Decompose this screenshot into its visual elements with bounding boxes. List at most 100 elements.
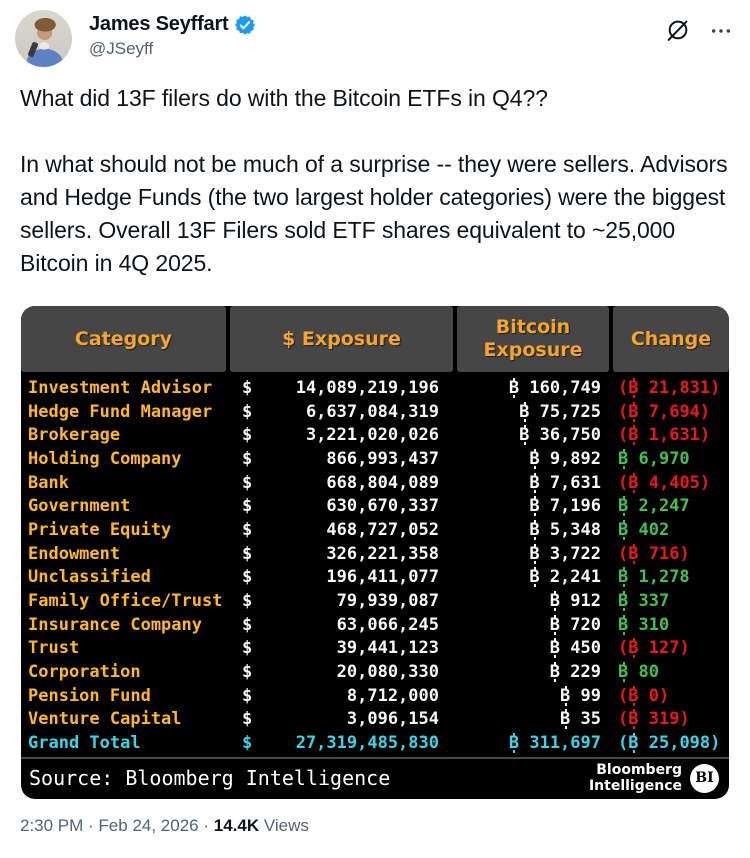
change-cell: B 80 (618, 662, 659, 683)
category-cell: Pension Fund (28, 685, 151, 706)
time: 2:30 PM (20, 816, 84, 835)
bitcoin-symbol-icon: B (628, 472, 639, 493)
category-cell: Venture Capital (28, 709, 182, 730)
views-label: Views (259, 816, 309, 835)
change-cell: B 6,970 (618, 448, 690, 469)
change-cell: (B 21,831) (618, 377, 721, 398)
bitcoin-symbol-icon: B (508, 733, 520, 754)
category-cell: Insurance Company (28, 614, 202, 635)
author-link[interactable]: James Seyffart @JSeyff (89, 10, 665, 59)
dollar-sign: $ (242, 496, 253, 517)
dollar-sign: $ (242, 662, 253, 683)
dollar-sign: $ (242, 377, 253, 398)
bitcoin-exposure-cell: B 5,348 (529, 519, 601, 540)
grok-icon (665, 18, 690, 46)
table-row: Government $630,670,337 B 7,196 B 2,247 (21, 494, 729, 518)
bitcoin-symbol-icon: B (549, 614, 561, 635)
bitcoin-symbol-icon: B (628, 377, 639, 398)
bitcoin-symbol-icon: B (618, 519, 629, 540)
source-label: Source: Bloomberg Intelligence (29, 766, 391, 790)
bitcoin-symbol-icon: B (628, 685, 639, 706)
category-cell: Holding Company (28, 448, 182, 469)
bitcoin-symbol-icon: B (560, 685, 571, 706)
dollar-value: 20,080,330 (336, 662, 439, 683)
bloomberg-intelligence-logo: Bloomberg Intelligence BI (589, 762, 719, 794)
bitcoin-symbol-icon: B (529, 448, 540, 469)
change-cell: B 1,278 (618, 567, 690, 588)
dollar-exposure-cell: $79,939,087 (230, 591, 457, 611)
logo-line1: Bloomberg (596, 761, 682, 778)
table-row: Corporation $20,080,330 B 229 B 80 (21, 660, 729, 684)
dollar-value: 63,066,245 (336, 614, 439, 635)
dollar-exposure-cell: $39,441,123 (230, 638, 457, 658)
dollar-exposure-cell: $3,096,154 (230, 709, 457, 729)
timestamp-row[interactable]: 2:30 PM · Feb 24, 2026 · 14.4K Views (0, 799, 750, 836)
dollar-exposure-cell: $6,637,084,319 (230, 402, 457, 422)
bitcoin-exposure-cell: B 35 (560, 709, 601, 730)
dollar-exposure-cell: $866,993,437 (230, 449, 457, 469)
dollar-sign: $ (242, 638, 253, 659)
table-row: Venture Capital $3,096,154 B 35 (B 319) (21, 708, 729, 732)
category-cell: Family Office/Trust (28, 591, 223, 612)
table-row: Endowment $326,221,358 B 3,722 (B 716) (21, 542, 729, 566)
bitcoin-etf-table-image[interactable]: Category $ Exposure Bitcoin Exposure Cha… (21, 306, 729, 799)
dollar-exposure-cell: $468,727,052 (230, 520, 457, 540)
bitcoin-symbol-icon: B (618, 496, 629, 517)
bitcoin-symbol-icon: B (519, 425, 530, 446)
category-cell: Investment Advisor (28, 377, 213, 398)
tweet-card: James Seyffart @JSeyff (0, 0, 750, 836)
tweet-paragraph: What did 13F filers do with the Bitcoin … (20, 85, 548, 111)
change-cell: B 337 (618, 591, 670, 612)
bitcoin-symbol-icon: B (549, 662, 561, 683)
dollar-value: 3,221,020,026 (305, 425, 439, 446)
dollar-exposure-cell: $27,319,485,830 (230, 733, 457, 753)
dollar-sign: $ (242, 425, 253, 446)
table-row: Unclassified $196,411,077 B 2,241 B 1,278 (21, 566, 729, 590)
table-row: Brokerage $3,221,020,026 B 36,750 (B 1,631) (21, 423, 729, 447)
change-cell: (B 1,631) (618, 425, 711, 446)
bitcoin-symbol-icon: B (529, 496, 540, 517)
avatar[interactable] (15, 10, 72, 67)
dollar-exposure-cell: $20,080,330 (230, 662, 457, 682)
column-header-dollar-exposure: $ Exposure (230, 306, 453, 372)
table-body: Investment Advisor $14,089,219,196 B 160,7… (21, 376, 729, 757)
dollar-sign: $ (242, 543, 253, 564)
column-header-change: Change (613, 306, 729, 372)
bitcoin-symbol-icon: B (549, 591, 561, 612)
bitcoin-exposure-cell: B 3,722 (529, 543, 601, 564)
category-cell: Bank (28, 472, 69, 493)
table-row: Pension Fund $8,712,000 B 99 (B 0) (21, 684, 729, 708)
table-row: Private Equity $468,727,052 B 5,348 B 402 (21, 518, 729, 542)
bitcoin-symbol-icon: B (529, 472, 540, 493)
dollar-sign: $ (242, 472, 253, 493)
dollar-value: 14,089,219,196 (295, 377, 439, 398)
category-cell: Unclassified (28, 567, 151, 588)
bitcoin-symbol-icon: B (618, 591, 629, 612)
bitcoin-symbol-icon: B (508, 377, 520, 398)
bitcoin-symbol-icon: B (529, 567, 540, 588)
tweet-header: James Seyffart @JSeyff (0, 0, 750, 67)
dollar-value: 3,096,154 (346, 709, 439, 730)
dollar-exposure-cell: $14,089,219,196 (230, 378, 457, 398)
dollar-value: 196,411,077 (326, 567, 439, 588)
category-cell: Brokerage (28, 425, 121, 446)
dollar-value: 79,939,087 (336, 591, 439, 612)
logo-line2: Intelligence (588, 778, 682, 794)
bitcoin-exposure-cell: B 7,631 (529, 472, 601, 493)
bitcoin-exposure-cell: B 229 (549, 662, 601, 683)
bi-badge-icon: BI (690, 763, 719, 793)
dollar-value: 668,804,089 (326, 472, 439, 493)
change-cell: (B 319) (618, 709, 690, 730)
dollar-value: 630,670,337 (326, 496, 439, 517)
bitcoin-exposure-cell: B 2,241 (529, 567, 601, 588)
table-row: Bank $668,804,089 B 7,631 (B 4,405) (21, 471, 729, 495)
bitcoin-symbol-icon: B (628, 638, 639, 659)
separator: · (198, 816, 214, 835)
date: Feb 24, 2026 (98, 816, 199, 835)
change-cell: B 402 (618, 519, 670, 540)
more-button[interactable] (710, 20, 732, 45)
dollar-sign: $ (242, 614, 253, 635)
category-cell: Corporation (28, 662, 141, 683)
grok-button[interactable] (665, 18, 690, 46)
table-row: Family Office/Trust $79,939,087 B 912 B 337 (21, 589, 729, 613)
